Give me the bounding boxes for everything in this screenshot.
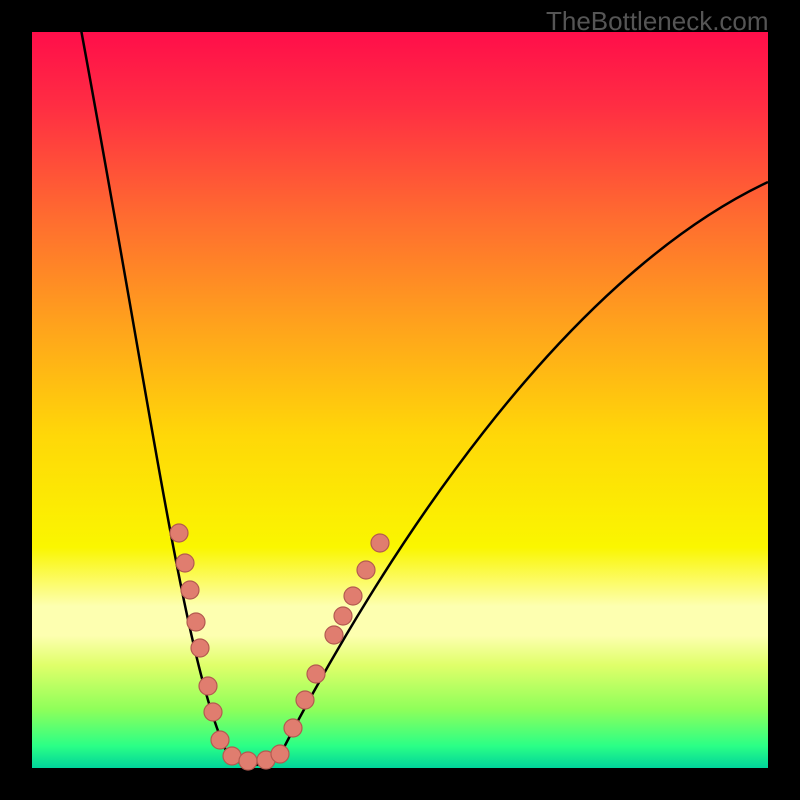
data-point: [357, 561, 375, 579]
gradient-background: [32, 32, 768, 768]
data-point: [181, 581, 199, 599]
data-point: [371, 534, 389, 552]
data-point: [191, 639, 209, 657]
data-point: [325, 626, 343, 644]
data-point: [204, 703, 222, 721]
data-point: [334, 607, 352, 625]
data-point: [296, 691, 314, 709]
data-point: [211, 731, 229, 749]
bottleneck-chart: [0, 0, 800, 800]
data-point: [223, 747, 241, 765]
data-point: [187, 613, 205, 631]
data-point: [176, 554, 194, 572]
data-point: [284, 719, 302, 737]
data-point: [271, 745, 289, 763]
chart-container: TheBottleneck.com: [0, 0, 800, 800]
data-point: [170, 524, 188, 542]
data-point: [199, 677, 217, 695]
data-point: [344, 587, 362, 605]
watermark-text: TheBottleneck.com: [546, 6, 769, 37]
data-point: [239, 752, 257, 770]
data-point: [307, 665, 325, 683]
